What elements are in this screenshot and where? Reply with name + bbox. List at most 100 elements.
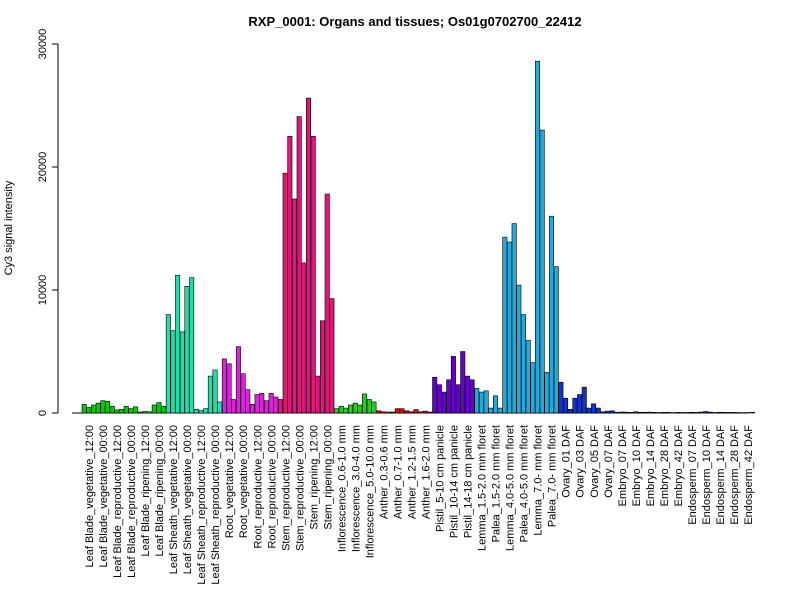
bar — [310, 135, 316, 414]
x-tick-label: Anther_0.7-1.0 mm — [392, 425, 404, 519]
x-tick-label: Ovary_05 DAF — [589, 425, 601, 498]
bar — [352, 402, 358, 414]
bar — [249, 404, 255, 414]
x-tick-label: Embryo_10 DAF — [631, 425, 643, 507]
bar — [189, 277, 195, 414]
x-tick-label: Leaf Sheath_vegetative_00:00 — [182, 425, 194, 574]
bar — [689, 411, 695, 414]
x-tick-label: Pistil_10-14 cm panicle — [449, 425, 461, 538]
bar — [338, 405, 344, 414]
bar — [324, 193, 330, 414]
x-tick-label: Palea_1.5-2.0 mm floret — [491, 425, 503, 542]
x-tick-label: Ovary_07 DAF — [603, 425, 615, 498]
bar — [161, 405, 167, 414]
bar — [661, 412, 667, 414]
bar — [609, 410, 615, 414]
x-tick-label: Palea_7.0- mm floret — [547, 425, 559, 527]
bar — [170, 330, 176, 414]
x-tick-label: Leaf Blade_reproductive_12:00 — [112, 425, 124, 578]
bar — [698, 411, 704, 414]
bar — [418, 411, 424, 414]
x-tick-label: Inflorescence_3.0-4.0 mm — [350, 425, 362, 552]
bar — [142, 411, 148, 414]
bar — [539, 129, 545, 414]
bar — [147, 411, 153, 414]
bar — [530, 362, 536, 414]
bar — [521, 314, 526, 414]
bar — [675, 412, 681, 414]
bar — [432, 377, 438, 414]
bar — [137, 411, 143, 414]
bar — [455, 384, 461, 414]
y-tick-label: 30000 — [37, 29, 49, 60]
bar — [478, 391, 484, 414]
bar — [422, 410, 428, 414]
bar — [259, 393, 265, 414]
bar — [549, 215, 555, 414]
bar — [119, 409, 125, 414]
bar — [301, 262, 307, 414]
bar — [413, 409, 419, 414]
bar — [623, 411, 629, 414]
bar — [544, 372, 550, 414]
bar — [726, 412, 732, 414]
x-tick-label: Root_reproductive_12:00 — [252, 425, 264, 549]
bar — [408, 411, 414, 414]
bar — [198, 410, 204, 414]
bar — [567, 409, 573, 414]
bar — [731, 412, 737, 414]
bar — [296, 116, 302, 414]
bar — [450, 356, 456, 414]
bar — [619, 411, 625, 414]
bar — [221, 358, 227, 414]
x-tick-label: Lemma_4.0-5.0 mm floret — [505, 425, 517, 551]
bar — [665, 412, 671, 414]
x-tick-label: Endosperm_42 DAF — [743, 425, 755, 525]
bar — [380, 411, 386, 414]
bar — [628, 412, 634, 414]
bar — [366, 399, 372, 414]
x-tick-label: Leaf Blade_vegetative_12:00 — [84, 425, 96, 568]
x-tick-labels: Leaf Blade_vegetative_12:00 Leaf Blade_ve… — [84, 425, 755, 585]
bar — [703, 411, 709, 414]
bar — [693, 412, 699, 414]
bar — [385, 411, 391, 414]
bar — [750, 412, 756, 414]
bar — [263, 400, 269, 414]
bar — [184, 286, 190, 414]
bar — [469, 379, 475, 414]
x-tick-label: Ovary_03 DAF — [575, 425, 587, 498]
y-tick-label: 20000 — [37, 152, 49, 183]
bar — [273, 396, 279, 414]
x-tick-label: Stem_reproductive_00:00 — [294, 425, 306, 551]
bar — [86, 407, 92, 414]
bar — [371, 401, 377, 414]
y-axis-label: Cy3 signal intensity — [3, 180, 15, 275]
bar — [399, 408, 405, 414]
bar — [91, 404, 97, 414]
bar — [217, 401, 223, 414]
x-tick-label: Endosperm_28 DAF — [729, 425, 741, 525]
x-tick-label: Lemma_7.0- mm floret — [533, 425, 545, 536]
bar — [600, 411, 606, 414]
bar — [717, 411, 723, 414]
bar — [633, 411, 639, 414]
bar — [165, 314, 171, 414]
bar — [390, 411, 396, 414]
x-tick-label: Pistil_5-10 cm panicle — [435, 425, 447, 532]
x-tick-label: Inflorescence_0.6-1.0 mm — [336, 425, 348, 552]
bar — [175, 274, 181, 414]
bar — [460, 351, 466, 414]
bar — [404, 410, 410, 414]
bar — [348, 404, 354, 414]
bar — [572, 397, 578, 414]
bar — [586, 407, 592, 414]
bar — [553, 266, 559, 414]
bar — [605, 410, 611, 414]
bar — [441, 391, 447, 414]
bar — [151, 404, 157, 414]
x-tick-label: Anther_1.6-2.0 mm — [421, 425, 433, 519]
x-tick-label: Leaf Sheath_reproductive_12:00 — [196, 425, 208, 585]
bar — [535, 60, 541, 414]
